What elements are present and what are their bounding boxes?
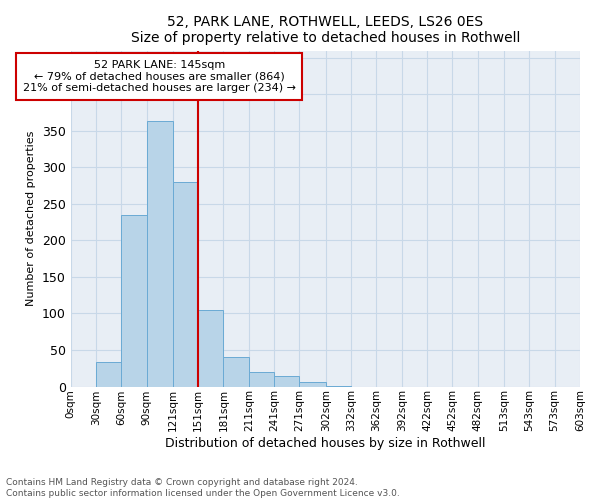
Bar: [249, 372, 274, 386]
Bar: [274, 376, 299, 386]
Text: 52 PARK LANE: 145sqm
← 79% of detached houses are smaller (864)
21% of semi-deta: 52 PARK LANE: 145sqm ← 79% of detached h…: [23, 60, 296, 93]
Bar: [146, 122, 173, 386]
X-axis label: Distribution of detached houses by size in Rothwell: Distribution of detached houses by size …: [165, 437, 485, 450]
Bar: [121, 215, 146, 386]
Title: 52, PARK LANE, ROTHWELL, LEEDS, LS26 0ES
Size of property relative to detached h: 52, PARK LANE, ROTHWELL, LEEDS, LS26 0ES…: [131, 15, 520, 45]
Bar: [173, 182, 198, 386]
Bar: [96, 362, 121, 386]
Bar: [299, 382, 326, 386]
Bar: [198, 310, 223, 386]
Bar: [223, 358, 249, 386]
Y-axis label: Number of detached properties: Number of detached properties: [26, 131, 36, 306]
Text: Contains HM Land Registry data © Crown copyright and database right 2024.
Contai: Contains HM Land Registry data © Crown c…: [6, 478, 400, 498]
